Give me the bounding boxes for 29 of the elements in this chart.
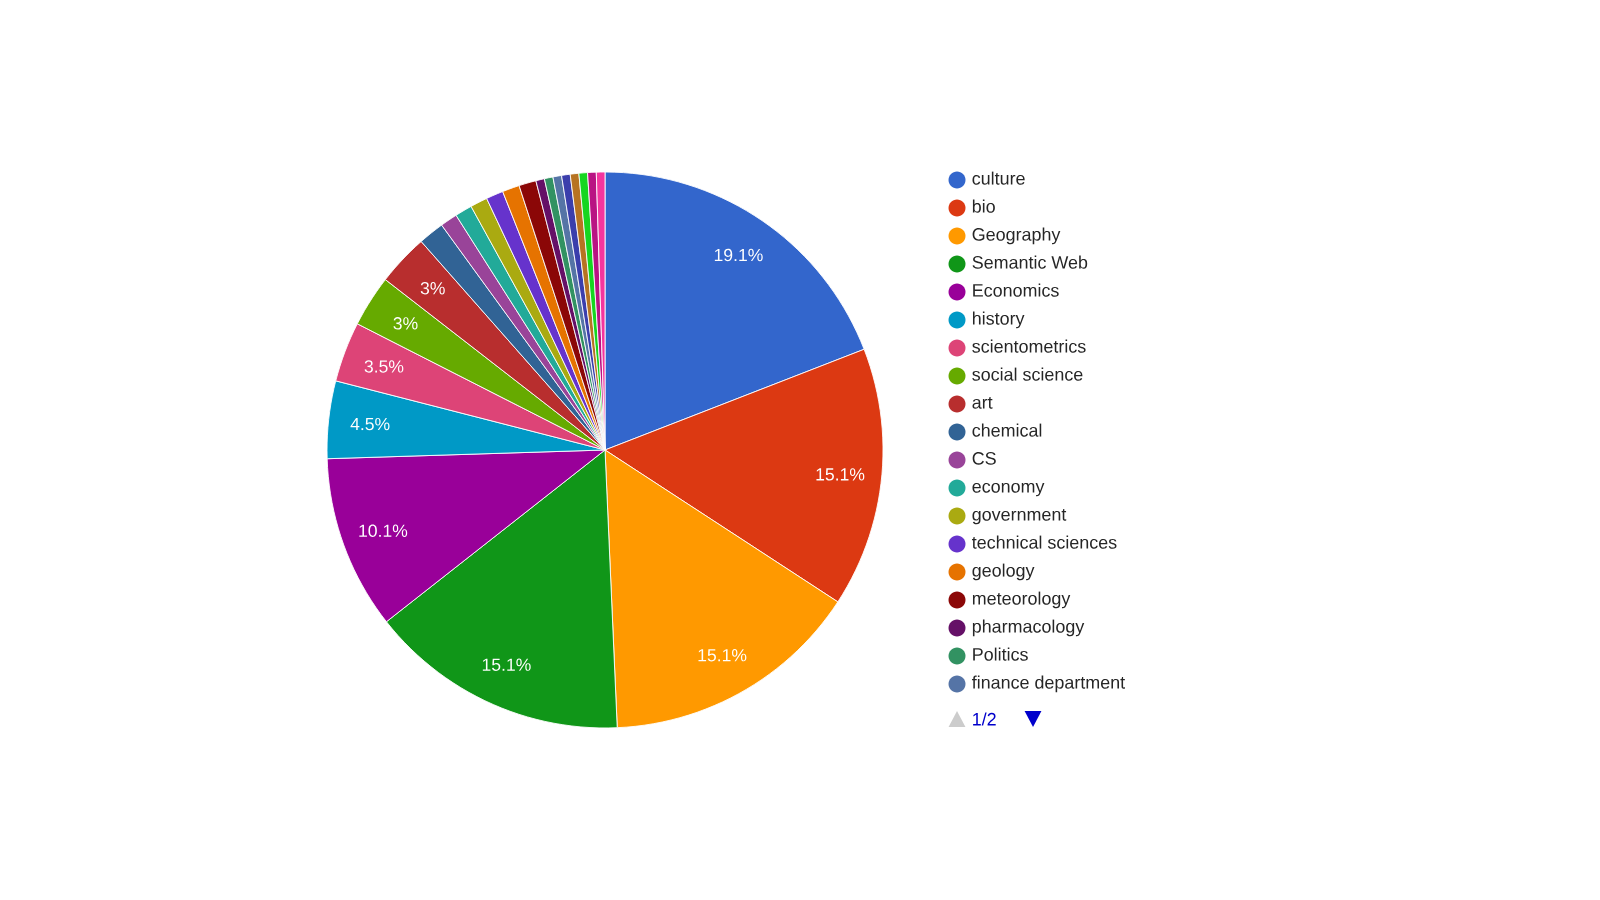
legend-label: government — [972, 508, 1067, 525]
data-label: 15.1% — [816, 468, 865, 481]
legend-label: technical sciences — [972, 535, 1117, 549]
legend-label: history — [972, 311, 1025, 329]
legend-label: meteorology — [972, 591, 1071, 609]
data-label: 3% — [393, 317, 418, 330]
data-label: 3% — [420, 282, 445, 295]
legend-label: culture — [972, 171, 1025, 185]
legend-label: economy — [972, 482, 1045, 497]
legend-label: Geography — [972, 227, 1061, 245]
legend-label: CS — [972, 452, 996, 465]
legend-label: finance department — [972, 675, 1126, 693]
legend-label: geology — [972, 563, 1035, 581]
text: 1/2 — [973, 712, 996, 726]
data-label: 15.1% — [698, 649, 747, 662]
data-label: 3.5% — [364, 360, 404, 373]
data-label: 10.1% — [359, 524, 408, 537]
legend-label: art — [972, 396, 993, 409]
legend-label: scientometrics — [972, 339, 1086, 353]
legend-label: chemical — [972, 423, 1042, 437]
legend-label: pharmacology — [972, 619, 1085, 637]
legend-label: Semantic Web — [972, 255, 1088, 269]
data-label: 15.1% — [482, 658, 531, 671]
legend-label: Politics — [973, 647, 1028, 661]
data-label: 19.1% — [714, 248, 763, 262]
legend-label: bio — [972, 199, 995, 213]
legend-label: social science — [972, 367, 1083, 381]
data-label: 4.5% — [350, 417, 390, 431]
legend-label: Economics — [973, 283, 1059, 297]
